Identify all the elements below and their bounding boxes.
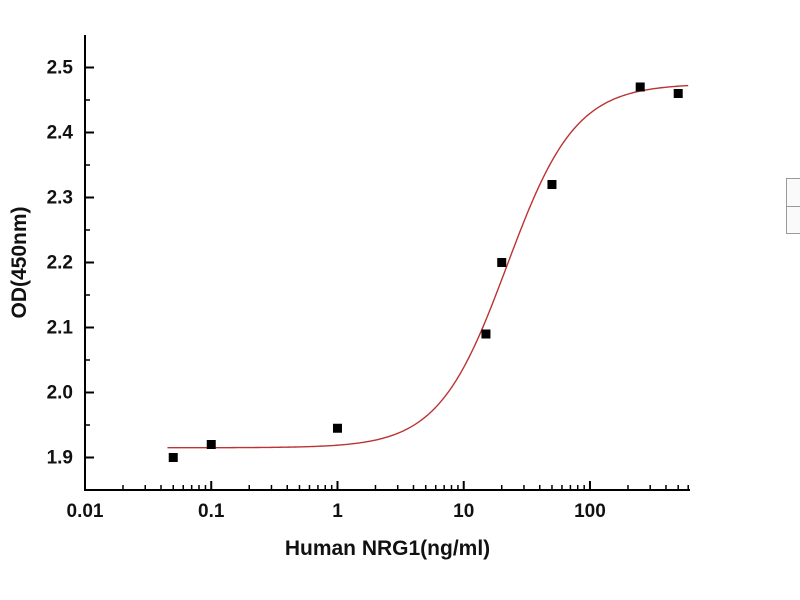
data-point-marker <box>206 440 216 449</box>
y-axis-title: OD(450nm) <box>8 206 31 318</box>
y-tick-label: 2.2 <box>47 253 73 274</box>
x-tick-label: 1 <box>332 501 343 522</box>
y-tick-label: 2.5 <box>47 58 74 79</box>
data-point-marker <box>332 423 342 433</box>
x-axis-title: Human NRG1(ng/ml) <box>285 537 490 560</box>
y-tick-label: 2.1 <box>47 318 74 339</box>
fit-curve <box>167 84 689 449</box>
y-tick-label: 2.4 <box>47 123 74 144</box>
data-point-marker <box>547 180 557 189</box>
x-tick-label: 10 <box>453 501 474 522</box>
x-tick-label: 0.1 <box>198 501 225 522</box>
y-tick-label: 2.3 <box>47 188 73 209</box>
x-tick-label: 0.01 <box>67 501 104 522</box>
x-tick-label: 100 <box>574 501 606 522</box>
data-point-marker <box>673 89 683 98</box>
cropped-legend-box <box>786 178 800 234</box>
data-point-marker <box>635 82 645 92</box>
data-point-marker <box>481 329 491 339</box>
y-tick-label: 2.0 <box>47 383 73 404</box>
data-point-marker <box>168 453 178 462</box>
data-point-marker <box>497 258 507 267</box>
y-tick-label: 1.9 <box>47 448 73 469</box>
